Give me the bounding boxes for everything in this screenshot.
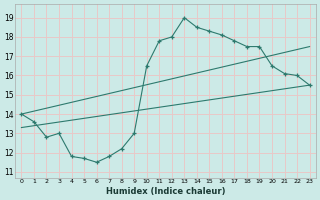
X-axis label: Humidex (Indice chaleur): Humidex (Indice chaleur): [106, 187, 225, 196]
